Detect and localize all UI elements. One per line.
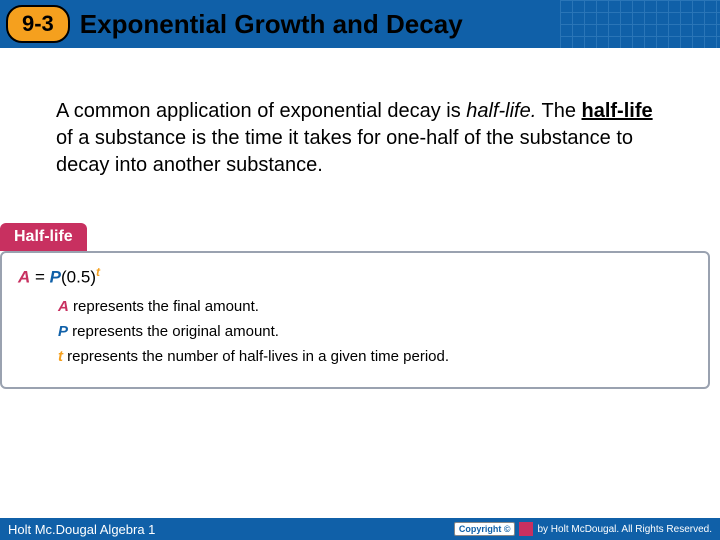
copyright-badge: Copyright © [454, 522, 516, 536]
var-t-exponent: t [96, 265, 100, 279]
body-suffix: of a substance is the time it takes for … [56, 127, 633, 176]
formula-box: A = P(0.5)t A represents the final amoun… [0, 251, 710, 389]
slide-title: Exponential Growth and Decay [80, 9, 463, 40]
body-prefix: A common application of exponential deca… [56, 100, 466, 122]
equals-sign: = [30, 268, 49, 287]
body-paragraph: A common application of exponential deca… [0, 48, 720, 203]
formula-tab-label: Half-life [0, 223, 87, 251]
footer-book-title: Holt Mc.Dougal Algebra 1 [8, 522, 155, 537]
slide-header: 9-3 Exponential Growth and Decay [0, 0, 720, 48]
header-grid-decoration [560, 0, 720, 48]
desc-A: represents the final amount. [69, 298, 259, 315]
base-value: 0.5 [67, 268, 91, 287]
slide-footer: Holt Mc.Dougal Algebra 1 Copyright © by … [0, 518, 720, 540]
var-P-label: P [58, 323, 68, 340]
desc-P: represents the original amount. [68, 323, 279, 340]
body-mid: The [536, 100, 581, 122]
section-number-badge: 9-3 [6, 5, 70, 43]
desc-t: represents the number of half-lives in a… [63, 348, 449, 365]
italic-term: half-life. [466, 100, 536, 122]
desc-row-A: A represents the final amount. [18, 298, 692, 315]
vocab-term: half-life [582, 100, 653, 122]
formula-equation: A = P(0.5)t [18, 265, 692, 288]
var-A: A [18, 268, 30, 287]
desc-row-P: P represents the original amount. [18, 323, 692, 340]
desc-row-t: t represents the number of half-lives in… [18, 348, 692, 365]
copyright-text: by Holt McDougal. All Rights Reserved. [537, 524, 712, 535]
var-A-label: A [58, 298, 69, 315]
formula-block: Half-life A = P(0.5)t A represents the f… [0, 223, 720, 389]
footer-copyright: Copyright © by Holt McDougal. All Rights… [454, 522, 712, 536]
publisher-logo-icon [519, 522, 533, 536]
var-P: P [50, 268, 61, 287]
